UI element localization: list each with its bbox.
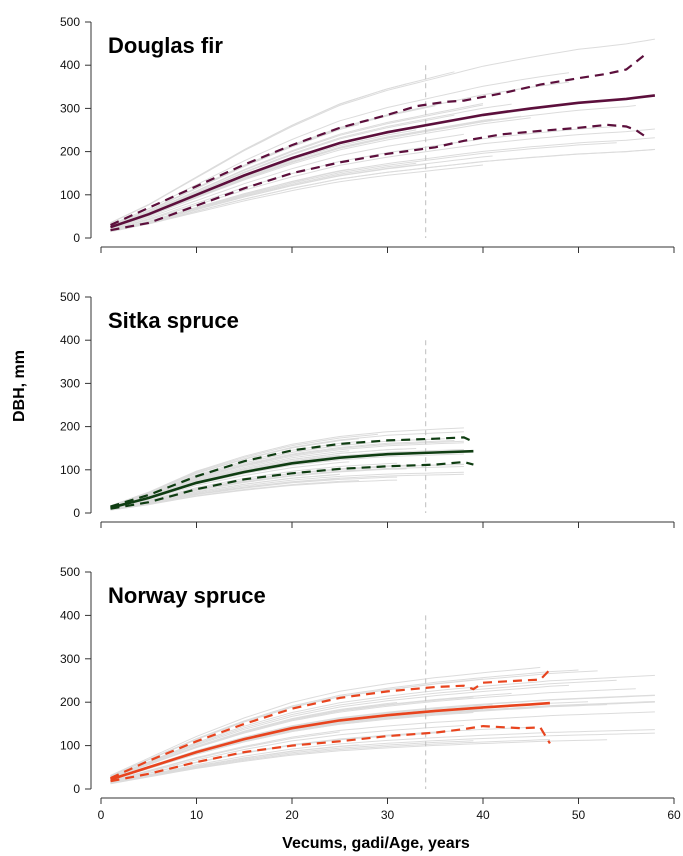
y-tick-label: 500 — [60, 15, 80, 29]
tree-curve — [110, 674, 655, 778]
tree-curve — [110, 103, 484, 227]
y-tick-label: 400 — [60, 608, 80, 622]
tree-curve — [110, 438, 359, 507]
tree-curve — [110, 83, 407, 224]
tree-curve — [110, 670, 598, 777]
tree-curve — [110, 118, 493, 229]
tree-curve — [110, 731, 340, 782]
tree-curve — [110, 164, 484, 233]
x-axis-label: Vecums, gadi/Age, years — [282, 835, 470, 852]
tree-curve — [110, 739, 608, 785]
tree-curve — [110, 711, 655, 782]
tree-curve — [110, 702, 398, 779]
tree-curve — [110, 740, 474, 784]
y-tick-label: 400 — [60, 333, 80, 347]
individual-tree-curves — [110, 666, 655, 785]
tree-curve — [110, 725, 464, 782]
tree-curve — [110, 137, 655, 231]
tree-curve — [110, 744, 359, 784]
tree-curve — [110, 669, 579, 777]
y-tick-label: 200 — [60, 420, 80, 434]
tree-curve — [110, 739, 550, 784]
tree-curve — [110, 471, 464, 511]
y-tick-label: 100 — [60, 739, 80, 753]
tree-curve — [110, 72, 570, 226]
x-tick-label: 20 — [285, 808, 299, 822]
y-tick-label: 0 — [73, 506, 80, 520]
upper-bound-line — [110, 668, 551, 780]
tree-curve — [110, 666, 541, 776]
tree-curve — [110, 433, 378, 507]
mean-growth-line — [110, 701, 550, 781]
tree-curve — [110, 71, 455, 224]
tree-curve — [110, 726, 531, 783]
tree-curve — [110, 38, 655, 224]
panel-1: 0 100 200 300 400 500 Douglas fir — [60, 15, 675, 253]
tree-curve — [110, 117, 531, 229]
panel-2: 0 100 200 300 400 500 Sitka spruce — [60, 290, 675, 528]
mean-growth-line — [110, 94, 656, 229]
tree-curve — [110, 684, 570, 779]
tree-curve — [110, 462, 398, 510]
tree-curve — [110, 729, 655, 784]
tree-curve — [110, 448, 417, 508]
tree-curve — [110, 450, 350, 508]
y-axis-label: DBH, mm — [11, 350, 28, 422]
tree-curve — [110, 480, 359, 511]
y-tick-label: 200 — [60, 145, 80, 159]
y-tick-label: 500 — [60, 565, 80, 579]
x-tick-label: 40 — [476, 808, 490, 822]
x-tick-label: 30 — [381, 808, 395, 822]
y-tick-label: 100 — [60, 463, 80, 477]
y-tick-label: 0 — [73, 231, 80, 245]
tree-curve — [110, 679, 617, 778]
y-tick-label: 100 — [60, 188, 80, 202]
tree-curve — [110, 126, 617, 230]
tree-curve — [110, 133, 464, 230]
y-tick-label: 400 — [60, 58, 80, 72]
mean-growth-line — [110, 449, 474, 510]
y-tick-label: 0 — [73, 782, 80, 796]
panel-title: Norway spruce — [108, 583, 266, 608]
panel-title: Douglas fir — [108, 33, 223, 58]
y-tick-label: 300 — [60, 652, 80, 666]
tree-curve — [110, 694, 655, 780]
x-tick-label: 60 — [667, 808, 681, 822]
tree-curve — [110, 427, 464, 507]
upper-bound-line — [110, 53, 647, 227]
x-tick-label: 0 — [98, 808, 105, 822]
tree-curve — [110, 142, 617, 232]
y-tick-label: 300 — [60, 101, 80, 115]
lower-bound-line — [110, 460, 474, 510]
y-tick-label: 200 — [60, 695, 80, 709]
x-tick-label: 10 — [190, 808, 204, 822]
lower-bound-line — [110, 123, 647, 232]
panel-title: Sitka spruce — [108, 308, 239, 333]
upper-bound-line — [110, 436, 474, 508]
y-tick-label: 500 — [60, 290, 80, 304]
individual-tree-curves — [110, 38, 655, 233]
tree-curve — [110, 442, 464, 508]
x-tick-label: 50 — [572, 808, 586, 822]
individual-tree-curves — [110, 427, 464, 511]
tree-curve — [110, 148, 655, 232]
y-tick-label: 300 — [60, 376, 80, 390]
panel-3: 0 100 200 300 400 500 0 10 20 30 40 50 60 Norway spru… — [60, 565, 681, 822]
tree-curve — [110, 81, 570, 226]
tree-curve — [110, 476, 398, 511]
